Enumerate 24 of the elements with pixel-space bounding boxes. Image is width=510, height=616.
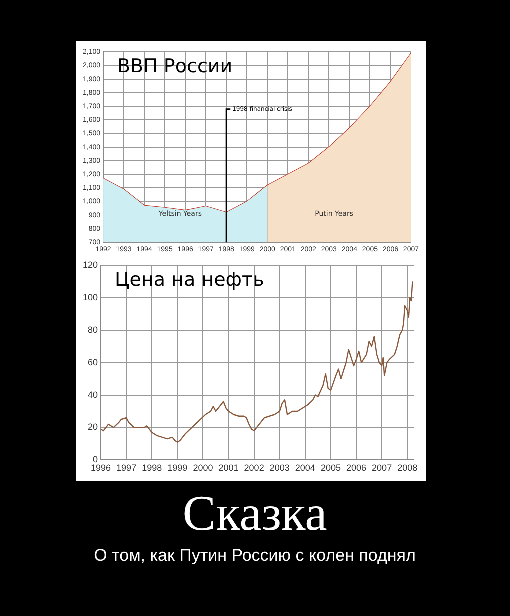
x-tick-label: 1999 xyxy=(168,463,188,474)
y-tick-label: 20 xyxy=(88,422,98,432)
chart-title: Цена на нефть xyxy=(115,268,264,291)
x-tick-label: 2001 xyxy=(218,463,239,474)
text: Сказка xyxy=(182,484,328,542)
y-tick-label: 120 xyxy=(82,260,98,270)
y-tick-label: 100 xyxy=(82,292,98,302)
x-tick-label: 2005 xyxy=(320,463,341,474)
x-tick-label: 2008 xyxy=(398,463,418,474)
x-tick-label: 2004 xyxy=(295,463,316,474)
text: О том, как Путин Россию с колен поднял xyxy=(93,546,417,566)
y-tick-label: 0 xyxy=(93,454,98,465)
y-tick-label: 80 xyxy=(88,324,98,335)
x-tick-label: 1998 xyxy=(142,463,162,474)
y-tick-label: 60 xyxy=(88,357,98,368)
x-tick-label: 1996 xyxy=(91,463,112,474)
x-tick-label: 2007 xyxy=(372,463,392,474)
x-tick-label: 2003 xyxy=(270,463,290,474)
x-tick-label: 2000 xyxy=(193,463,214,474)
x-tick-label: 1997 xyxy=(116,463,137,474)
x-tick-label: 2002 xyxy=(244,463,264,474)
chart-title: ВВП России xyxy=(118,56,233,78)
x-tick-label: 2006 xyxy=(346,463,367,474)
y-tick-label: 40 xyxy=(88,390,98,400)
